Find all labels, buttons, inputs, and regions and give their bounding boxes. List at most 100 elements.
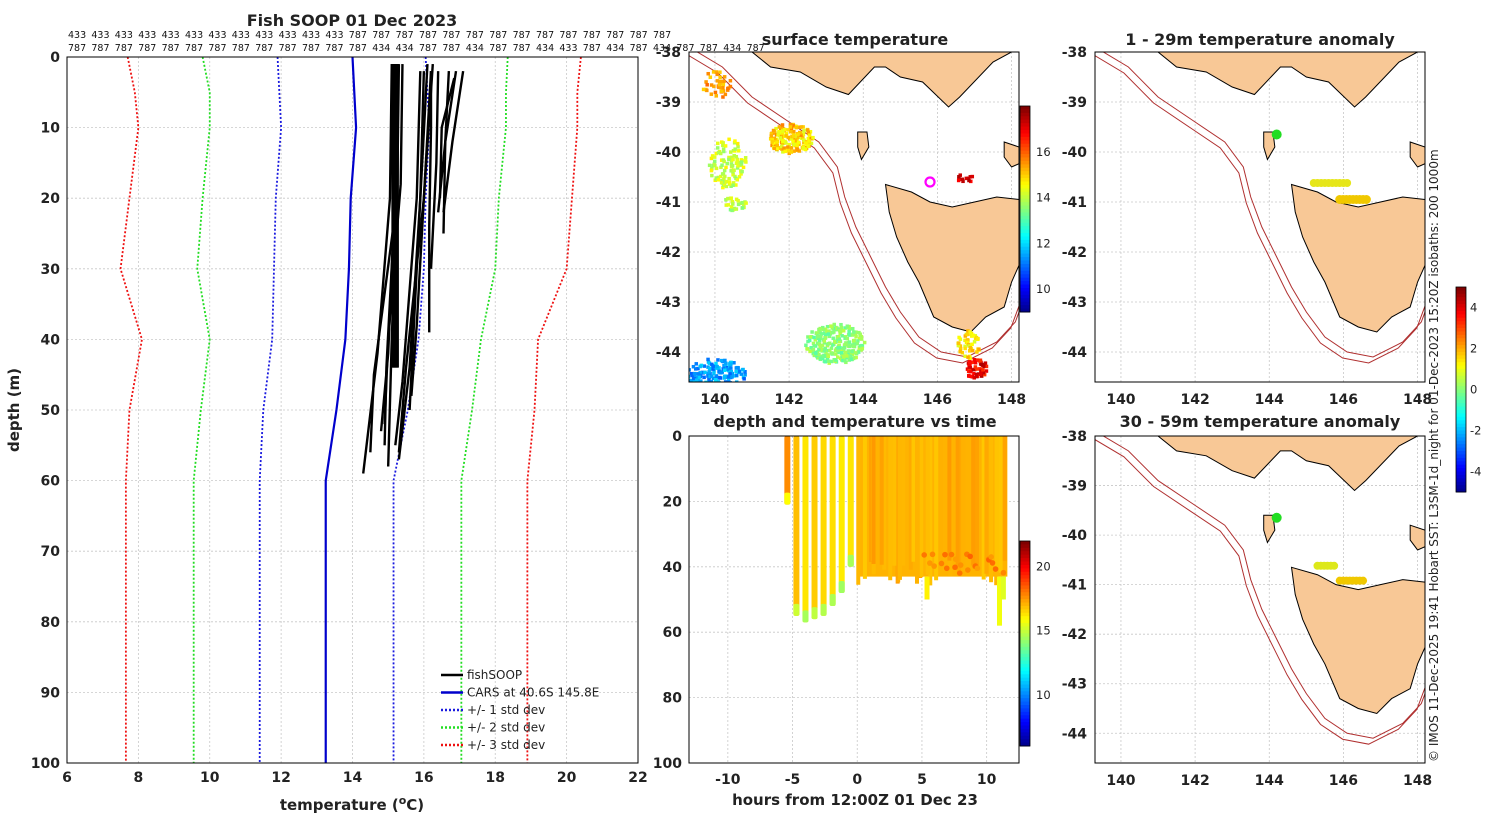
sst-pixel: [858, 344, 862, 348]
sst-pixel: [728, 78, 733, 83]
sst-pixel: [814, 351, 818, 356]
map-x-tick: 146: [1329, 392, 1358, 408]
sst-pixel: [737, 160, 742, 165]
map-y-tick: -41: [1062, 195, 1087, 211]
sst-pixel: [967, 366, 972, 370]
sst-pixel: [978, 372, 983, 376]
sst-pixel: [802, 129, 806, 133]
colorbar-segment: [1456, 355, 1466, 360]
sst-pixel: [852, 330, 856, 334]
sst-pixel: [721, 149, 726, 154]
sst-pixel: [775, 146, 779, 151]
sst-pixel: [812, 353, 817, 358]
y-tick-label: 90: [41, 685, 61, 701]
cast-column: [1000, 576, 1006, 600]
sst-pixel: [784, 133, 788, 138]
sst-pixel: [815, 334, 820, 339]
sst-pixel: [714, 94, 719, 98]
sst-pixel: [832, 322, 837, 327]
sst-pixel: [808, 349, 812, 354]
cast-column: [908, 436, 913, 570]
cast-point: [974, 565, 981, 572]
sst-pixel: [786, 148, 790, 153]
colorbar-frame: [1019, 105, 1031, 313]
sst-pixel: [702, 383, 706, 387]
sst-pixel: [721, 143, 725, 148]
sst-pixel: [806, 128, 810, 132]
time-panel-title: depth and temperature vs time: [713, 412, 996, 431]
colorbar-segment: [1020, 571, 1030, 576]
anomaly-point: [1343, 179, 1352, 187]
sst-pixel: [982, 372, 987, 377]
sst-pixel: [806, 130, 811, 135]
colorbar-segment: [1456, 389, 1466, 394]
colorbar-segment: [1020, 640, 1030, 644]
colorbar-segment: [1020, 109, 1030, 114]
colorbar-segment: [1020, 541, 1030, 545]
sst-pixel: [834, 352, 838, 356]
sst-pixel: [830, 330, 835, 335]
location-marker: [924, 176, 936, 188]
colorbar-segment: [1020, 687, 1030, 692]
sst-pixel: [717, 369, 721, 373]
sst-pixel: [983, 361, 988, 365]
cast-column-bottom: [829, 594, 836, 607]
sst-pixel: [843, 350, 848, 355]
colorbar-segment: [1456, 468, 1466, 472]
colorbar-tick: 20: [1036, 560, 1051, 574]
sst-pixel: [787, 151, 791, 156]
std2-high-line: [460, 56, 509, 763]
map-y-tick: -38: [1062, 429, 1087, 445]
colorbar-segment: [1456, 293, 1466, 298]
sst-pixel: [833, 327, 837, 332]
colorbar-segment: [1020, 291, 1030, 296]
sst-pixel: [981, 370, 986, 375]
sst-pixel: [739, 160, 744, 164]
legend-label: +/- 2 std dev: [467, 721, 545, 735]
sst-pixel: [965, 338, 970, 342]
vessel-id: 434: [653, 43, 671, 54]
fishsoop-profile: [429, 71, 440, 269]
fishsoop-profile: [394, 71, 422, 446]
sst-pixel: [729, 162, 734, 166]
sst-pixel: [724, 179, 729, 184]
sst-pixel: [736, 202, 741, 207]
sst-pixel: [732, 168, 736, 173]
colorbar-segment: [1020, 174, 1030, 179]
sst-pixel: [712, 155, 717, 159]
sst-pixel: [731, 157, 735, 162]
sst-pixel: [839, 322, 843, 327]
sst-pixel: [722, 79, 726, 84]
sst-pixel: [815, 331, 819, 335]
cast-column: [981, 436, 986, 580]
cast-column: [888, 436, 893, 581]
vessel-id: 787: [606, 30, 624, 41]
profile-x-ticks: 6 8 10 12 14 16 18 20 22: [62, 770, 648, 786]
map-y-tick: -43: [656, 295, 681, 311]
sst-pixel: [729, 150, 733, 154]
vessel-id: 787: [208, 43, 226, 54]
sst-pixel: [734, 161, 739, 165]
sst-pixel: [827, 361, 831, 365]
sst-pixel: [693, 367, 698, 371]
sst-pixel: [818, 344, 822, 349]
y-tick-label: 100: [31, 756, 60, 772]
colorbar-segment: [1020, 253, 1030, 258]
anom-deep-body: [1095, 436, 1425, 763]
sst-map-panel: surface temperature 140 142 144 146 148 -38-…: [656, 30, 1051, 408]
tasmania-land: [1290, 183, 1425, 333]
cast-column: [871, 436, 876, 564]
sst-pixel: [780, 132, 784, 137]
sst-pixel: [833, 339, 837, 344]
colorbar-segment: [1456, 372, 1466, 377]
sst-pixel: [966, 355, 970, 359]
sst-pixel: [797, 149, 802, 153]
vessel-id: 787: [138, 43, 156, 54]
sst-pixel: [714, 176, 718, 180]
sst-pixel: [822, 339, 827, 343]
sst-pixel: [828, 348, 832, 353]
sst-pixel: [979, 362, 984, 367]
map-y-tick: -39: [1062, 95, 1087, 111]
colorbar-segment: [1456, 427, 1466, 431]
colorbar-segment: [1020, 188, 1030, 193]
